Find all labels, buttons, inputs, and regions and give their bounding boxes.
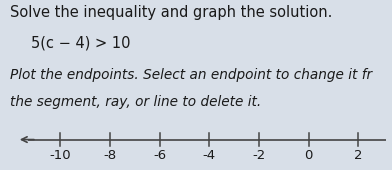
Text: the segment, ray, or line to delete it.: the segment, ray, or line to delete it.: [10, 95, 261, 109]
Text: -8: -8: [103, 149, 116, 162]
Text: -2: -2: [252, 149, 266, 162]
Text: -10: -10: [49, 149, 71, 162]
Text: Plot the endpoints. Select an endpoint to change it fr: Plot the endpoints. Select an endpoint t…: [10, 68, 372, 82]
Text: -4: -4: [203, 149, 216, 162]
Text: 0: 0: [305, 149, 313, 162]
Text: 5(c − 4) > 10: 5(c − 4) > 10: [31, 36, 131, 51]
Text: Solve the inequality and graph the solution.: Solve the inequality and graph the solut…: [10, 5, 332, 20]
Text: 2: 2: [354, 149, 363, 162]
Text: -6: -6: [153, 149, 166, 162]
